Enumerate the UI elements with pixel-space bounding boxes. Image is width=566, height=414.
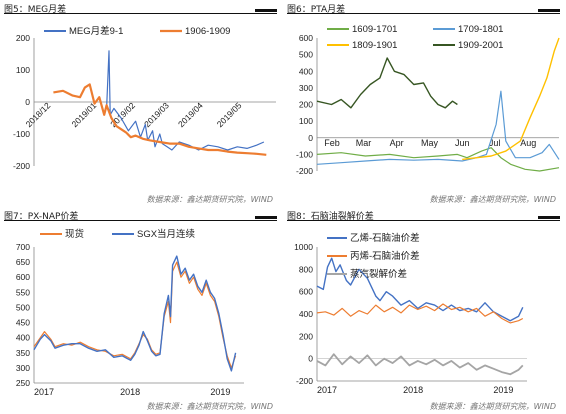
y-tick-label: -100 [296, 149, 313, 159]
caption-bar [538, 216, 560, 219]
x-tick-label: 2019 [210, 387, 230, 397]
legend-entry: 蒸汽裂解价差 [350, 268, 407, 280]
x-tick-label: Jul [489, 138, 501, 148]
figure-caption: 图8：石脑油裂解价差 [287, 212, 374, 222]
x-tick-label: 2018 [120, 387, 140, 397]
y-tick-label: 100 [299, 116, 313, 126]
series-line-2 [33, 255, 237, 372]
y-tick-label: 450 [16, 318, 30, 328]
y-tick-label: 600 [299, 287, 313, 297]
y-tick-label: 350 [16, 348, 30, 358]
y-tick-label: 300 [16, 363, 30, 373]
y-tick-label: 400 [299, 309, 313, 319]
x-tick-label: 2019/03 [142, 100, 171, 129]
naphtha-crack-chart: 1000 800 600 400 200 0 -200 2017 2018 2019 乙烯-石脑油价… [294, 232, 527, 395]
x-tick-label: 2017 [317, 385, 337, 395]
y-tick-label: 600 [16, 272, 30, 282]
figure-caption: 图6：PTA月差 [287, 5, 346, 15]
series-line-1 [316, 257, 524, 322]
x-tick-label: Mar [356, 138, 372, 148]
figure-caption: 图5：MEG月差 [4, 5, 67, 15]
y-tick-label: 1000 [294, 242, 313, 252]
y-tick-label: 800 [299, 264, 313, 274]
source-note: 数据来源：鑫达期货研究院，WIND [429, 402, 556, 411]
legend-entry: 1609-1701 [352, 24, 397, 35]
legend-entry: 现货 [65, 228, 84, 240]
y-tick-label: 400 [299, 66, 313, 76]
legend-entry: MEG月差9-1 [69, 25, 123, 37]
series-line-2 [316, 90, 560, 165]
chart-panel-px-nap: 图7：PX-NAP价差 700 650 600 550 500 450 400 350 300 2… [0, 207, 283, 414]
y-tick-label: 100 [16, 65, 30, 75]
y-tick-label: -100 [13, 129, 30, 139]
legend-entry: 乙烯-石脑油价差 [350, 232, 420, 244]
y-tick-label: 200 [299, 100, 313, 110]
y-tick-label: 600 [299, 33, 313, 43]
caption-rule [287, 13, 560, 14]
y-tick-label: 200 [16, 33, 30, 43]
y-tick-label: -200 [296, 376, 313, 386]
x-tick-label: Aug [520, 138, 536, 148]
y-tick-label: -200 [13, 161, 30, 171]
y-tick-label: 200 [299, 331, 313, 341]
series-line-3 [462, 37, 560, 161]
legend-entry: 1906-1909 [185, 26, 230, 37]
y-tick-label: 550 [16, 287, 30, 297]
x-tick-label: 2017 [34, 387, 54, 397]
y-tick-label: 300 [299, 83, 313, 93]
series-line-3 [316, 353, 524, 376]
y-tick-label: 500 [16, 302, 30, 312]
px-nap-chart: 700 650 600 550 500 450 400 350 300 250 2017 2018 20… [16, 228, 244, 397]
y-tick-label: 700 [16, 242, 30, 252]
legend-entry: 1709-1801 [458, 24, 503, 35]
series-line-1 [33, 261, 237, 369]
y-tick-label: 0 [308, 133, 313, 143]
series-line-1 [106, 50, 265, 151]
x-tick-label: Jun [455, 138, 470, 148]
series-line-2 [316, 303, 524, 324]
series-line-2 [53, 83, 267, 156]
x-tick-label: Apr [390, 138, 404, 148]
x-tick-label: 2019/05 [215, 100, 244, 129]
caption-rule [4, 13, 277, 14]
chart-panel-meg-spread: 图5：MEG月差 200 100 0 -100 -200 2018/12 2019/01 20… [0, 0, 283, 207]
chart-panel-naphtha-crack: 图8：石脑油裂解价差 1000 800 600 400 200 0 -200 2017 2018… [283, 207, 566, 414]
y-tick-label: 250 [16, 378, 30, 388]
y-tick-label: 500 [299, 50, 313, 60]
legend-entry: 1909-2001 [458, 40, 503, 51]
x-tick-label: 2019/04 [176, 100, 205, 129]
caption-rule [4, 220, 277, 221]
series-line-4 [316, 57, 458, 109]
legend-entry: SGX当月连续 [137, 228, 196, 240]
y-tick-label: 0 [308, 354, 313, 364]
series-line-1 [316, 147, 560, 172]
legend-entry: 丙烯-石脑油价差 [350, 250, 420, 262]
x-tick-label: May [421, 138, 439, 148]
y-tick-label: -200 [296, 166, 313, 176]
chart-panel-pta-spread: 图6：PTA月差 600 500 400 300 200 100 0 -100 -200 Feb M… [283, 0, 566, 207]
x-tick-label: 2019 [493, 385, 513, 395]
x-tick-label: Feb [324, 138, 340, 148]
caption-bar [255, 216, 277, 219]
legend-entry: 1809-1901 [352, 40, 397, 51]
source-note: 数据来源：鑫达期货研究院，WIND [146, 402, 273, 411]
caption-bar [538, 9, 560, 12]
x-tick-label: 2018 [403, 385, 423, 395]
y-tick-label: 650 [16, 257, 30, 267]
caption-rule [287, 220, 560, 221]
caption-bar [255, 9, 277, 12]
y-tick-label: 0 [25, 97, 30, 107]
y-tick-label: 400 [16, 333, 30, 343]
figure-caption: 图7：PX-NAP价差 [4, 212, 79, 222]
source-note: 数据来源：鑫达期货研究院，WIND [429, 195, 556, 204]
pta-spread-chart: 600 500 400 300 200 100 0 -100 -200 Feb Mar Apr May J… [296, 24, 560, 176]
source-note: 数据来源：鑫达期货研究院，WIND [146, 195, 273, 204]
